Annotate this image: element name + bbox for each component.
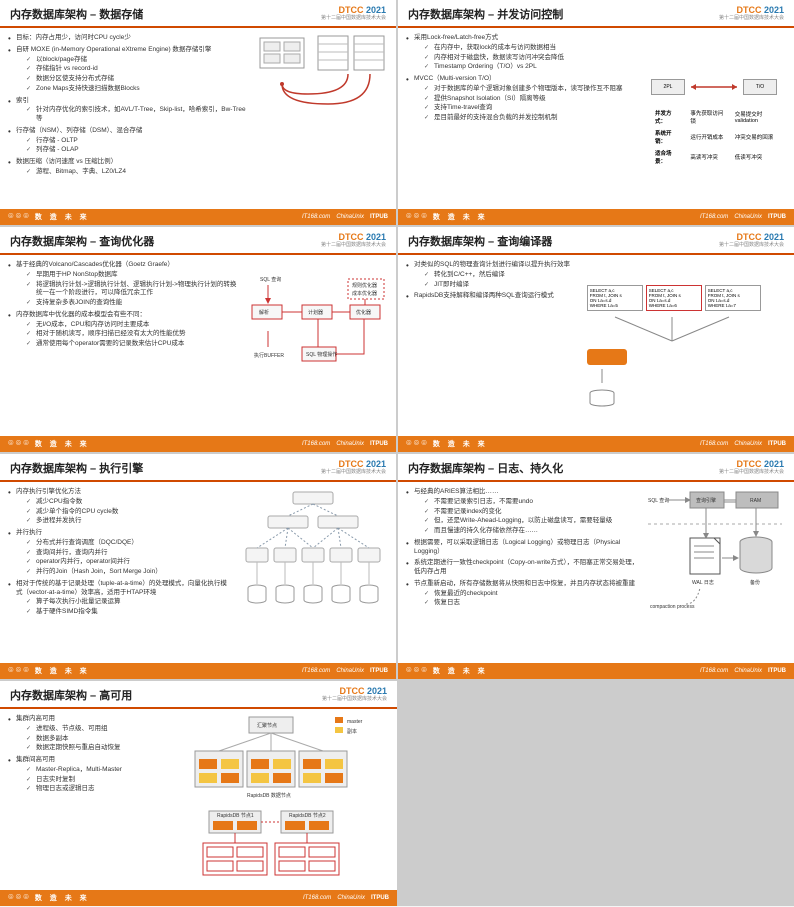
slide-ha: 内存数据库架构 – 高可用 DTCC 2021第十二届中国数据库技术大会 集群内… [0,681,397,906]
slide-compiler: 内存数据库架构 – 查询编译器 DTCC 2021第十二届中国数据库技术大会 对… [398,227,794,452]
svg-text:RAM: RAM [750,498,761,504]
svg-text:优化器: 优化器 [356,309,371,316]
slide-footer: ⦾⦾⦾数 造 未 来 IT168.comChinaUnixITPUB [0,209,396,225]
conf-logo: DTCC 2021 第十二届中国数据库技术大会 [321,6,386,21]
svg-text:RapidsDB 节点2: RapidsDB 节点2 [289,813,326,819]
compiler-diagram: SELECT a,c FROM t, JOIN s ON t.a=s.d WHE… [587,261,786,430]
bullet-content: 采用Lock-free/Latch-free方式 在内存中，获取lock的成本与… [406,34,645,203]
bullet-content: 基于经典的Volcano/Cascades优化器（Goetz Graefe） 早… [8,261,242,430]
optimizer-diagram: SQL 查询 解析 计划器 优化器 规则优化器 成本优化器 执行BUFFER S… [248,261,388,430]
svg-text:SQL 物理操作: SQL 物理操作 [306,351,337,358]
svg-text:备份: 备份 [750,579,760,586]
bullet-content: 与经典的ARIES算法相比…… 不需要记录索引日志，不需要undo不需要记录in… [406,488,640,657]
concurrency-diagram: 2PL T/O 并发方式：事先获取访问锁交易提交时validation 系统开销… [651,34,786,203]
database-icon [587,389,617,407]
svg-text:汇聚节点: 汇聚节点 [257,722,277,729]
svg-text:副本: 副本 [347,728,357,735]
svg-text:查询引擎: 查询引擎 [696,497,716,504]
slide-title: 内存数据库架构 – 数据存储 [10,6,143,22]
svg-text:compaction process: compaction process [650,604,695,610]
svg-text:SQL 查询: SQL 查询 [260,276,281,283]
slide-execution: 内存数据库架构 – 执行引擎 DTCC 2021第十二届中国数据库技术大会 内存… [0,454,396,679]
svg-text:成本优化器: 成本优化器 [352,290,377,297]
slide-concurrency: 内存数据库架构 – 并发访问控制 DTCC 2021第十二届中国数据库技术大会 … [398,0,794,225]
svg-text:解析: 解析 [259,309,269,316]
svg-text:SQL 查询: SQL 查询 [648,497,669,504]
bullet-content: 对类似的SQL的物理查询计划进行编译以提升执行效率 转化到C/C++，然后编译J… [406,261,581,430]
slide-logging: 内存数据库架构 – 日志、持久化 DTCC 2021第十二届中国数据库技术大会 … [398,454,794,679]
bullet-content: 目标：内存占用少，访问时CPU cycle少 自研 MOXE (in-Memor… [8,34,252,203]
slide-optimizer: 内存数据库架构 – 查询优化器 DTCC 2021第十二届中国数据库技术大会 基… [0,227,396,452]
svg-text:RapidsDB 数据节点: RapidsDB 数据节点 [247,792,291,799]
svg-text:规则优化器: 规则优化器 [352,282,377,289]
slide-header: 内存数据库架构 – 数据存储 DTCC 2021 第十二届中国数据库技术大会 [0,0,396,28]
ha-diagram: 汇聚节点 master 副本 Rapid [159,715,389,884]
storage-diagram [258,34,388,203]
slide-data-storage: 内存数据库架构 – 数据存储 DTCC 2021 第十二届中国数据库技术大会 目… [0,0,396,225]
svg-text:master: master [347,719,363,725]
bullet-content: 集群内高可用 进程级、节点级、可用组数据多副本数据定期快照与重启自动恢复 集群间… [8,715,153,884]
bullet-content: 内存执行引擎优化方法 减少CPU指令数减少单个指令的CPU cycle数多进程并… [8,488,232,657]
svg-text:执行BUFFER: 执行BUFFER [254,352,284,359]
logging-diagram: SQL 查询 查询引擎 RAM WAL 日志 备份 com [646,488,786,657]
slide-grid: 内存数据库架构 – 数据存储 DTCC 2021 第十二届中国数据库技术大会 目… [0,0,794,906]
svg-text:计划器: 计划器 [308,309,323,316]
execution-diagram [238,488,388,657]
svg-text:WAL 日志: WAL 日志 [692,579,714,586]
svg-text:RapidsDB 节点1: RapidsDB 节点1 [217,813,254,819]
